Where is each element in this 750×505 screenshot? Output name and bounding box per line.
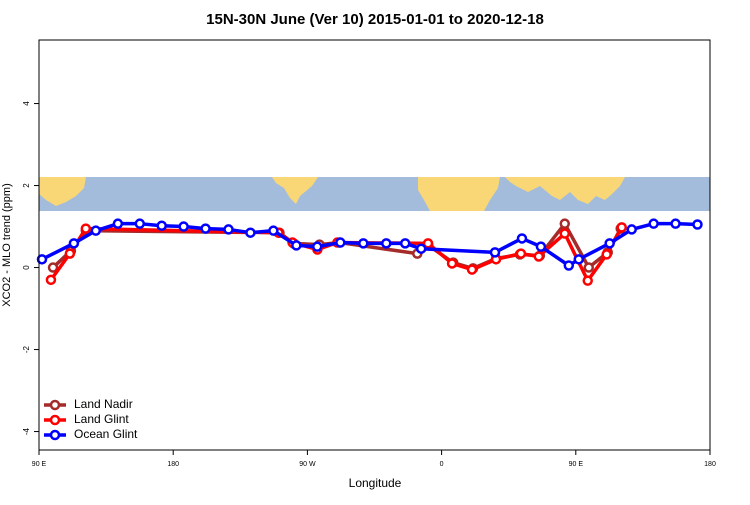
chart-title: 15N-30N June (Ver 10) 2015-01-01 to 2020…	[206, 11, 544, 28]
y-tick-label: 2	[22, 183, 31, 188]
data-point	[516, 233, 528, 244]
data-point	[616, 222, 627, 233]
data-point	[64, 248, 76, 259]
data-point	[601, 249, 612, 260]
data-point	[268, 225, 279, 236]
series-line	[41, 221, 698, 268]
data-point	[381, 238, 392, 249]
data-point	[156, 220, 167, 231]
data-point	[466, 264, 478, 275]
y-tick-label: 4	[22, 101, 31, 106]
plot-frame	[38, 39, 711, 451]
y-tick-label: -2	[22, 345, 31, 353]
y-axis-label: XCO2 - MLO trend (ppm)	[1, 183, 13, 306]
data-point	[415, 243, 427, 254]
data-point	[559, 228, 571, 239]
data-point	[335, 237, 346, 248]
data-point	[134, 218, 146, 229]
x-tick-label: 90 W	[299, 461, 316, 468]
legend-label: Land Glint	[74, 412, 129, 426]
data-point	[36, 254, 48, 265]
data-point	[583, 262, 595, 273]
data-point	[223, 224, 234, 235]
x-tick-label: 180	[704, 461, 716, 468]
legend-marker	[49, 429, 61, 441]
y-tick-label: -4	[22, 427, 31, 435]
x-axis-label: Longitude	[349, 476, 402, 490]
data-point	[399, 238, 411, 249]
data-point	[178, 221, 189, 232]
data-point	[80, 223, 92, 234]
data-point	[489, 247, 501, 258]
legend-marker	[49, 414, 61, 426]
data-point	[582, 275, 593, 286]
legend-label: Land Nadir	[74, 397, 133, 411]
data-point	[245, 227, 256, 238]
data-point	[533, 251, 545, 262]
x-tick-label: 90 E	[569, 461, 584, 468]
legend-marker	[49, 399, 61, 411]
data-point	[90, 225, 102, 236]
data-point	[626, 224, 637, 235]
x-tick-label: 90 E	[32, 461, 47, 468]
data-point	[563, 260, 575, 271]
legend-label: Ocean Glint	[74, 427, 138, 441]
data-point	[311, 241, 323, 252]
data-point	[535, 241, 547, 252]
data-point	[291, 240, 302, 251]
data-point	[68, 238, 80, 249]
data-point	[559, 218, 571, 229]
data-point	[515, 248, 527, 259]
data-point	[47, 262, 59, 273]
series	[36, 218, 703, 286]
axes: 90 E 180 90 W 0 90 E 180 -4 -2 0 2 4	[22, 101, 716, 468]
data-point	[358, 238, 369, 249]
data-point	[112, 218, 124, 229]
x-tick-label: 0	[440, 461, 444, 468]
data-point	[670, 218, 681, 229]
data-point	[573, 254, 585, 265]
y-tick-label: 0	[22, 265, 31, 270]
data-point	[45, 274, 57, 286]
world-map-strip	[39, 177, 710, 211]
data-point	[604, 238, 615, 249]
data-point	[446, 258, 458, 269]
x-tick-label: 180	[167, 461, 179, 468]
data-point	[200, 223, 211, 234]
data-point	[648, 218, 659, 229]
data-point	[692, 219, 703, 230]
